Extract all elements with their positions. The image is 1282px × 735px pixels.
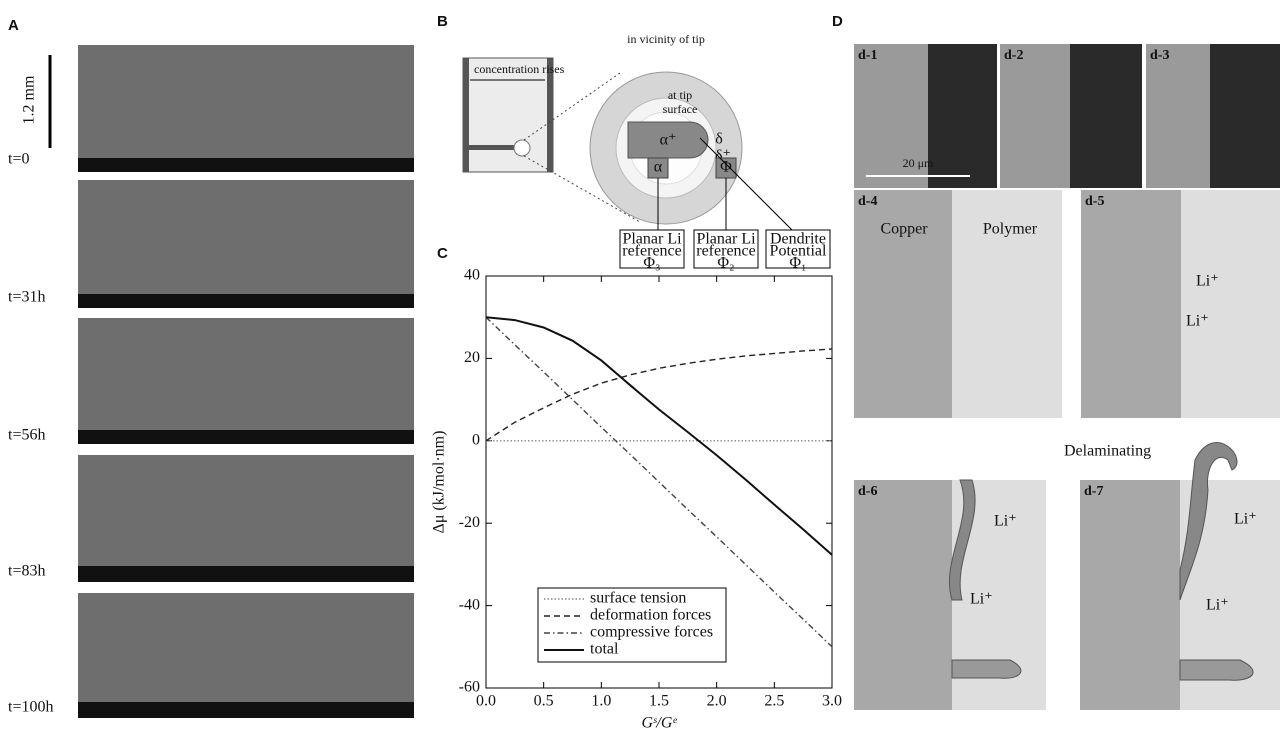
y-tick-label: 40 (464, 267, 480, 284)
scale-label: 1.2 mm (21, 75, 38, 124)
x-tick-label: 0.5 (534, 693, 554, 710)
ion-label: Li⁺ (1206, 597, 1229, 614)
y-tick-label: 20 (464, 349, 480, 366)
reference-text: Φ₁ (789, 255, 806, 272)
image-label: d-7 (1084, 484, 1103, 499)
ion-label: Li⁺ (1196, 273, 1219, 290)
x-tick-label: 2.5 (764, 693, 784, 710)
b-symbol: α (654, 159, 663, 176)
y-tick-label: -20 (459, 514, 480, 531)
ion-label: Li⁺ (1186, 313, 1209, 330)
y-axis-label: Δμ (kJ/mol·nm) (431, 431, 448, 534)
image-label: d-5 (1085, 194, 1104, 209)
x-tick-label: 0.0 (476, 693, 496, 710)
x-tick-label: 2.0 (707, 693, 727, 710)
legend-label: surface tension (590, 590, 686, 607)
image-label: d-1 (858, 48, 877, 63)
time-label: t=0 (8, 151, 29, 168)
x-tick-label: 1.0 (591, 693, 611, 710)
ion-label: Li⁺ (994, 513, 1017, 530)
b-symbol: Φ (720, 159, 732, 176)
time-label: t=100h (8, 699, 53, 716)
x-axis-label: Gˢ/Gᵉ (641, 715, 677, 732)
panel-label: C (437, 245, 448, 262)
image-label: d-2 (1004, 48, 1023, 63)
b-symbol: δ (715, 131, 723, 148)
micrographs (78, 45, 414, 718)
b-label: surface (663, 102, 698, 116)
scale-label: 20 μm (903, 156, 934, 170)
b-symbol: α⁺ (660, 132, 677, 149)
image-label: d-4 (858, 194, 877, 209)
time-label: t=56h (8, 427, 45, 444)
b-label: in vicinity of tip (627, 32, 705, 46)
reference-text: Φ₂ (717, 255, 734, 272)
time-label: t=31h (8, 289, 45, 306)
series-line (486, 349, 832, 441)
ion-label: Li⁺ (1234, 511, 1257, 528)
b-label: at tip (668, 88, 692, 102)
legend-label: deformation forces (590, 607, 711, 624)
b-label: concentration rises (474, 62, 565, 76)
legend-label: total (590, 641, 619, 658)
reference-text: Φ₃ (643, 255, 660, 272)
figure: A 1.2 mm t=0 t=31h t=56h t=83h t=100h B … (0, 0, 1282, 735)
image-label: d-3 (1150, 48, 1169, 63)
y-tick-label: -40 (459, 596, 480, 613)
x-tick-label: 3.0 (822, 693, 842, 710)
x-tick-label: 1.5 (649, 693, 669, 710)
panel-label: B (437, 13, 448, 30)
material-label: Polymer (983, 221, 1038, 238)
time-label: t=83h (8, 563, 45, 580)
image-label: d-6 (858, 484, 877, 499)
legend-label: compressive forces (590, 624, 713, 641)
annotation: Delaminating (1064, 443, 1151, 460)
ion-label: Li⁺ (970, 591, 993, 608)
panel-label: A (8, 17, 19, 34)
material-label: Copper (880, 221, 928, 238)
y-tick-label: 0 (472, 431, 480, 448)
panel-label: D (832, 13, 843, 30)
